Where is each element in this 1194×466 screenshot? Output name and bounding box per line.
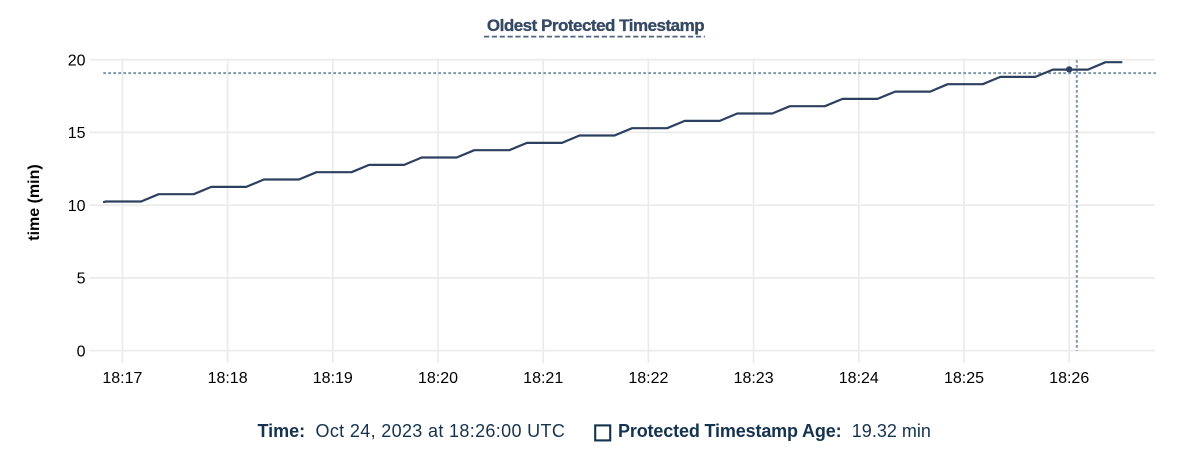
svg-text:18:21: 18:21 <box>523 370 563 387</box>
svg-text:Oldest Protected Timestamp: Oldest Protected Timestamp <box>487 16 704 35</box>
svg-text:18:18: 18:18 <box>208 370 248 387</box>
svg-text:18:24: 18:24 <box>839 370 879 387</box>
svg-text:15: 15 <box>68 125 86 142</box>
svg-text:5: 5 <box>77 271 86 288</box>
svg-text:18:22: 18:22 <box>628 370 668 387</box>
svg-text:Oct 24, 2023 at 18:26:00 UTC: Oct 24, 2023 at 18:26:00 UTC <box>316 421 566 441</box>
svg-text:18:26: 18:26 <box>1049 370 1089 387</box>
svg-text:time (min): time (min) <box>26 164 43 240</box>
svg-text:18:20: 18:20 <box>418 370 458 387</box>
svg-text:18:25: 18:25 <box>944 370 984 387</box>
svg-text:Protected Timestamp Age:: Protected Timestamp Age: <box>618 421 841 441</box>
svg-text:18:23: 18:23 <box>734 370 774 387</box>
svg-text:Time:: Time: <box>258 421 306 441</box>
svg-text:0: 0 <box>77 343 86 360</box>
svg-text:18:17: 18:17 <box>102 370 142 387</box>
svg-text:10: 10 <box>68 198 86 215</box>
svg-text:18:19: 18:19 <box>313 370 353 387</box>
svg-text:19.32 min: 19.32 min <box>852 421 931 441</box>
svg-text:20: 20 <box>68 53 86 70</box>
